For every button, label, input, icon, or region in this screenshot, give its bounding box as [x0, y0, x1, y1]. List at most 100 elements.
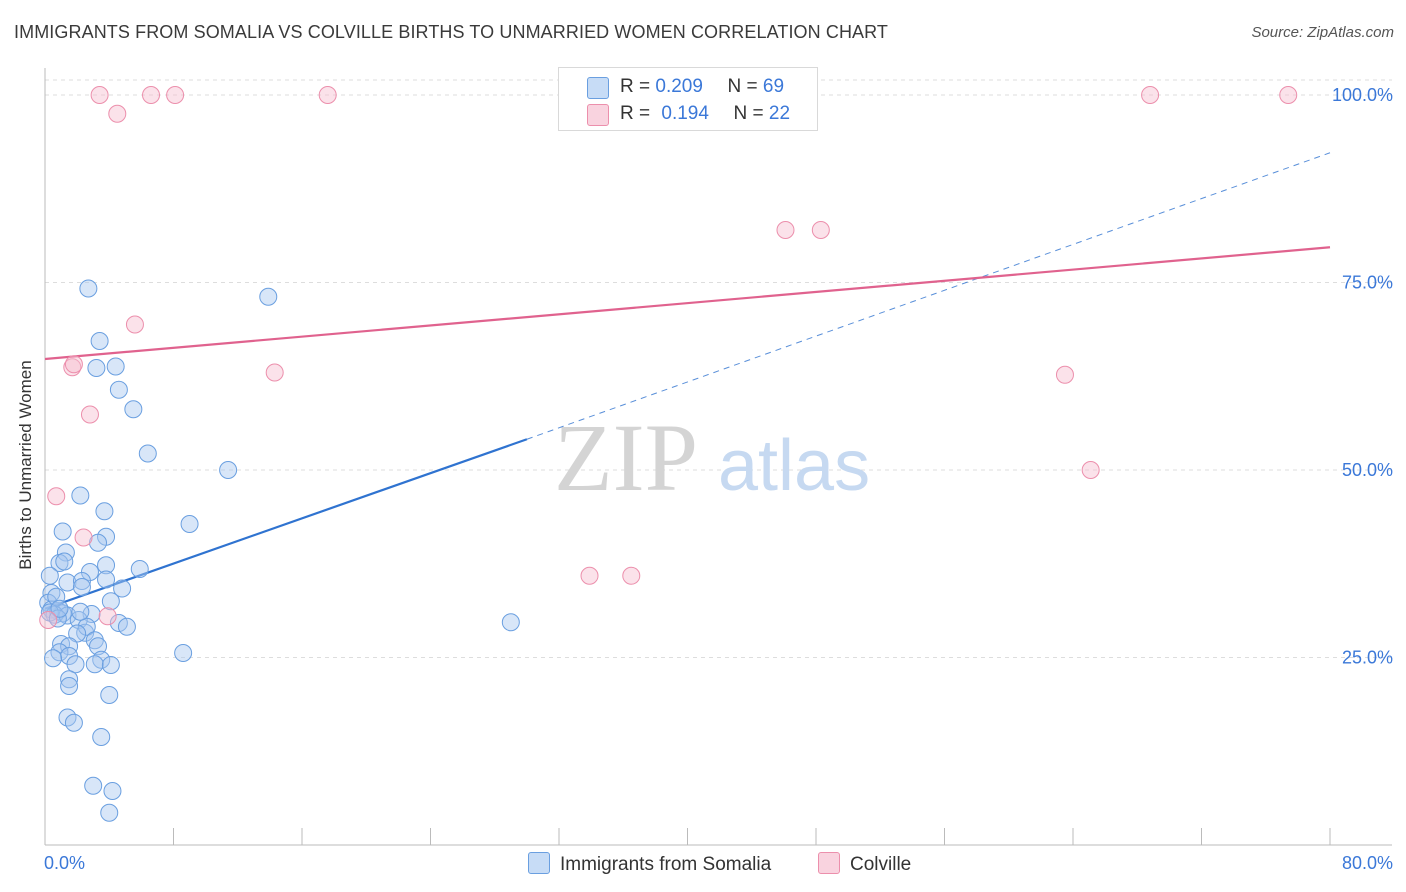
point-somalia: [77, 617, 96, 636]
point-colville: [108, 104, 127, 123]
point-colville: [622, 566, 641, 585]
point-somalia: [89, 637, 108, 656]
point-somalia: [100, 803, 119, 822]
point-colville: [1141, 86, 1160, 104]
y-tick-label: 75.0%: [1342, 273, 1393, 293]
point-somalia: [113, 579, 132, 598]
point-colville: [265, 363, 284, 382]
point-somalia: [85, 655, 104, 674]
point-colville: [125, 315, 144, 334]
source-label: Source: ZipAtlas.com: [1251, 24, 1394, 41]
point-somalia: [44, 649, 63, 668]
grid-lines: [45, 79, 1392, 658]
legend-r-label: R =: [620, 103, 651, 124]
legend-n-label: N =: [727, 76, 758, 97]
bottom-legend-label-colville: Colville: [850, 854, 912, 875]
point-colville: [318, 86, 337, 104]
watermark: ZIP atlas: [554, 404, 870, 511]
point-colville: [1279, 86, 1298, 104]
chart-title: IMMIGRANTS FROM SOMALIA VS COLVILLE BIRT…: [14, 22, 889, 42]
point-colville: [811, 221, 830, 239]
point-somalia: [97, 556, 116, 575]
point-somalia: [117, 617, 136, 636]
watermark-zip: ZIP: [554, 404, 698, 511]
point-somalia: [72, 578, 91, 596]
legend-r-value: 0.209: [655, 76, 703, 97]
bottom-legend-swatch-somalia: [528, 852, 550, 874]
point-somalia: [109, 380, 128, 399]
legend-n-value: 22: [768, 103, 791, 124]
point-somalia: [130, 560, 149, 578]
point-somalia: [53, 522, 72, 541]
point-somalia: [501, 613, 520, 632]
bottom-legend-swatch-colville: [818, 852, 840, 874]
point-colville: [1055, 365, 1074, 384]
point-somalia: [180, 515, 199, 533]
point-somalia: [174, 644, 193, 662]
y-tick-label: 50.0%: [1342, 460, 1393, 480]
point-colville: [80, 405, 99, 424]
y-axis-title: Births to Unmarried Women: [16, 360, 35, 570]
point-somalia: [56, 543, 75, 562]
point-somalia: [50, 599, 69, 618]
point-somalia: [55, 552, 74, 571]
x-tick-label: 0.0%: [44, 853, 85, 873]
y-tick-label: 100.0%: [1332, 85, 1393, 105]
legend-n-value: 69: [762, 76, 785, 97]
point-somalia: [60, 677, 79, 695]
bottom-legend-somalia: Immigrants from Somalia: [528, 852, 771, 876]
point-somalia: [87, 359, 106, 377]
point-somalia: [90, 332, 109, 350]
point-colville: [47, 487, 66, 506]
bottom-legend-label-somalia: Immigrants from Somalia: [560, 854, 772, 875]
axes: [44, 68, 1392, 846]
point-somalia: [60, 670, 79, 689]
point-somalia: [60, 637, 79, 656]
legend-swatch-colville: [587, 104, 609, 126]
point-somalia: [79, 279, 98, 298]
correlation-legend: R = 0.209 N = 69 R = 0.194 N = 22: [558, 67, 818, 131]
point-somalia: [101, 656, 120, 674]
point-somalia: [219, 461, 238, 479]
point-somalia: [72, 572, 91, 590]
data-points: [39, 86, 1298, 822]
point-somalia: [58, 573, 77, 592]
point-somalia: [92, 650, 111, 669]
point-somalia: [84, 776, 103, 795]
point-colville: [776, 221, 795, 239]
point-somalia: [71, 602, 90, 621]
trend-lines: [44, 152, 1331, 610]
point-somalia: [71, 486, 90, 505]
point-colville: [1081, 461, 1100, 479]
point-colville: [74, 528, 93, 547]
watermark-atlas: atlas: [718, 426, 870, 506]
point-somalia: [95, 502, 114, 521]
point-colville: [90, 86, 109, 104]
point-somalia: [64, 713, 83, 732]
legend-n-label: N =: [733, 103, 764, 124]
point-somalia: [40, 566, 59, 585]
point-somalia: [97, 570, 116, 589]
point-colville: [142, 86, 161, 104]
legend-r-value: 0.194: [661, 103, 709, 124]
point-colville: [580, 566, 599, 585]
legend-swatch-somalia: [587, 77, 609, 99]
point-somalia: [101, 592, 120, 611]
trend-line-colville: [44, 246, 1331, 361]
point-somalia: [47, 587, 66, 606]
point-colville: [166, 86, 185, 104]
point-somalia: [68, 624, 87, 643]
point-somalia: [259, 287, 278, 306]
point-somalia: [85, 631, 104, 650]
point-somalia: [103, 782, 122, 800]
tick-labels: 25.0% 50.0% 75.0% 100.0% 0.0% 80.0%: [44, 85, 1393, 873]
point-colville: [98, 607, 117, 626]
point-somalia: [100, 686, 119, 704]
y-tick-label: 25.0%: [1342, 648, 1393, 668]
point-somalia: [89, 533, 108, 552]
legend-r-label: R =: [620, 76, 651, 97]
point-somalia: [138, 444, 157, 463]
point-somalia: [66, 655, 85, 674]
trend-line-somalia-extension: [526, 152, 1331, 440]
